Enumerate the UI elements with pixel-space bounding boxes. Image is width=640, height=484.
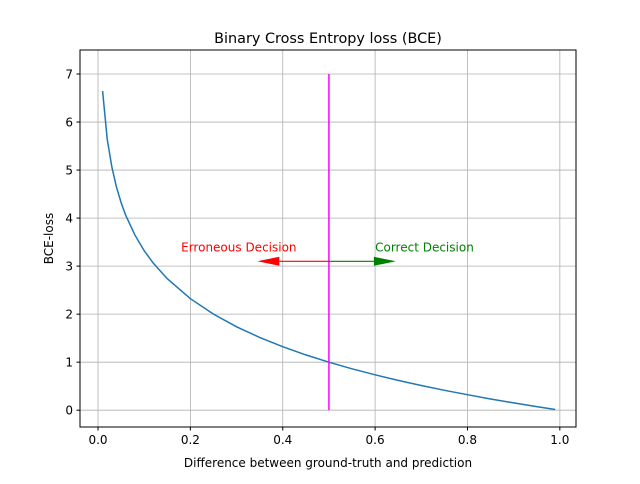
y-tick-label: 6	[65, 116, 73, 130]
x-tick-label: 0.6	[366, 433, 385, 447]
ticks: 0.0 0.2 0.4 0.6 0.8 1.0 0 1 2 3 4 5 6 7	[65, 68, 569, 447]
y-tick-label: 1	[65, 356, 73, 370]
chart-title: Binary Cross Entropy loss (BCE)	[214, 31, 442, 47]
y-tick-label: 5	[65, 164, 73, 178]
x-axis-label: Difference between ground-truth and pred…	[184, 456, 472, 470]
erroneous-decision-label: Erroneous Decision	[181, 241, 296, 255]
y-axis-label: BCE-loss	[42, 213, 56, 265]
x-tick-label: 0.2	[181, 433, 200, 447]
bce-curve	[101, 91, 556, 411]
y-tick-label: 7	[65, 68, 73, 82]
axes-frame	[79, 49, 577, 428]
x-tick-label: 0.0	[88, 433, 107, 447]
erroneous-arrow-head	[257, 256, 280, 266]
x-tick-label: 0.4	[273, 433, 292, 447]
plot-marks: Erroneous Decision Correct Decision	[101, 74, 556, 411]
y-tick-label: 0	[65, 404, 73, 418]
x-tick-label: 0.8	[458, 433, 477, 447]
y-tick-label: 2	[65, 308, 73, 322]
y-tick-label: 3	[65, 260, 73, 274]
x-tick-label: 1.0	[550, 433, 569, 447]
grid	[80, 50, 576, 427]
correct-decision-label: Correct Decision	[375, 241, 474, 255]
y-tick-label: 4	[65, 212, 73, 226]
correct-arrow-head	[373, 256, 396, 266]
